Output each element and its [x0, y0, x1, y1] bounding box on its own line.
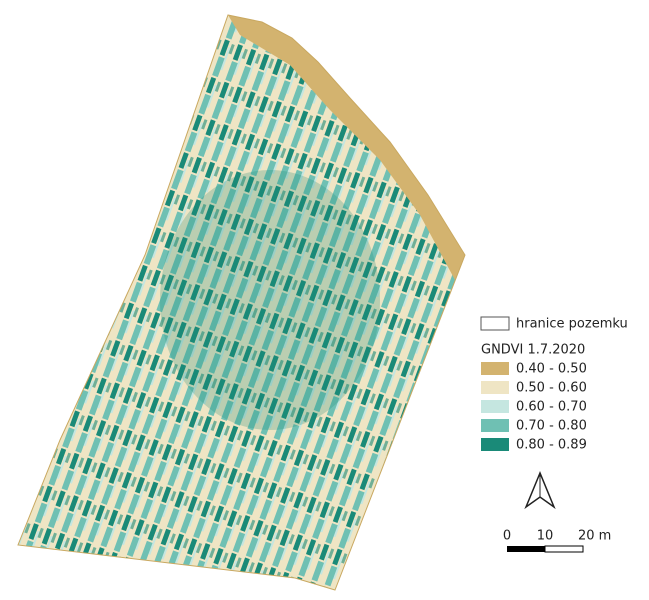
legend-label: 0.60 - 0.70	[516, 400, 587, 415]
legend-boundary-label: hranice pozemku	[516, 317, 628, 332]
legend: hranice pozemku GNDVI 1.7.2020 0.40 - 0.…	[481, 317, 628, 453]
legend-swatch	[481, 419, 509, 432]
legend-label: 0.70 - 0.80	[516, 419, 587, 434]
legend-swatch	[481, 381, 509, 394]
legend-swatch	[481, 438, 509, 451]
legend-label: 0.40 - 0.50	[516, 362, 587, 377]
legend-title: GNDVI 1.7.2020	[481, 343, 585, 358]
scale-label: 20 m	[578, 529, 611, 544]
map: hranice pozemku GNDVI 1.7.2020 0.40 - 0.…	[0, 0, 649, 600]
legend-label: 0.50 - 0.60	[516, 381, 587, 396]
scale-bar: 0 10 20 m	[503, 529, 611, 553]
scale-label: 0	[503, 529, 511, 544]
legend-label: 0.80 - 0.89	[516, 438, 587, 453]
legend-swatch	[481, 362, 509, 375]
scale-label: 10	[537, 529, 554, 544]
legend-swatch	[481, 400, 509, 413]
field-raster	[0, 0, 480, 600]
legend-boundary-swatch	[481, 317, 509, 330]
north-arrow	[526, 473, 554, 507]
